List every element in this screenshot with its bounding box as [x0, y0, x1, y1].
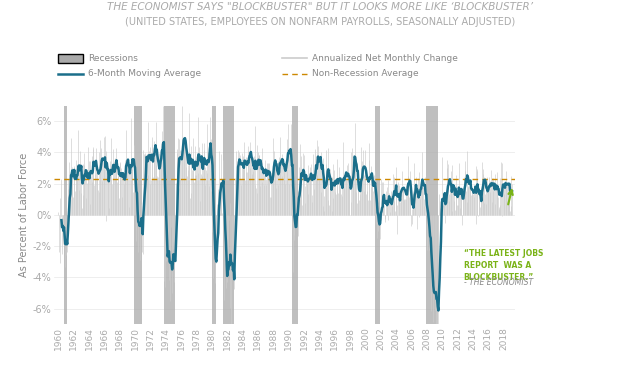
Text: Recessions: Recessions — [88, 54, 138, 63]
Text: Non-Recession Average: Non-Recession Average — [312, 69, 419, 78]
Bar — [426, 106, 438, 324]
Text: “THE LATEST JOBS
REPORT  WAS A
BLOCKBUSTER.”: “THE LATEST JOBS REPORT WAS A BLOCKBUSTE… — [464, 249, 543, 282]
Text: (UNITED STATES, EMPLOYEES ON NONFARM PAYROLLS, SEASONALLY ADJUSTED): (UNITED STATES, EMPLOYEES ON NONFARM PAY… — [125, 17, 515, 27]
Text: THE ECONOMIST SAYS "BLOCKBUSTER" BUT IT LOOKS MORE LIKE ‘BLOCKBUSTER’: THE ECONOMIST SAYS "BLOCKBUSTER" BUT IT … — [107, 2, 533, 12]
Bar — [134, 106, 142, 324]
Text: Annualized Net Monthly Change: Annualized Net Monthly Change — [312, 54, 458, 63]
Bar — [223, 106, 234, 324]
Bar — [64, 106, 67, 324]
Bar — [292, 106, 298, 324]
Bar — [164, 106, 175, 324]
Text: 6-Month Moving Average: 6-Month Moving Average — [88, 69, 202, 78]
Bar — [212, 106, 216, 324]
Y-axis label: As Percent of Labor Force: As Percent of Labor Force — [19, 153, 29, 277]
Text: - THE ECONOMIST: - THE ECONOMIST — [464, 278, 533, 287]
Bar — [375, 106, 380, 324]
